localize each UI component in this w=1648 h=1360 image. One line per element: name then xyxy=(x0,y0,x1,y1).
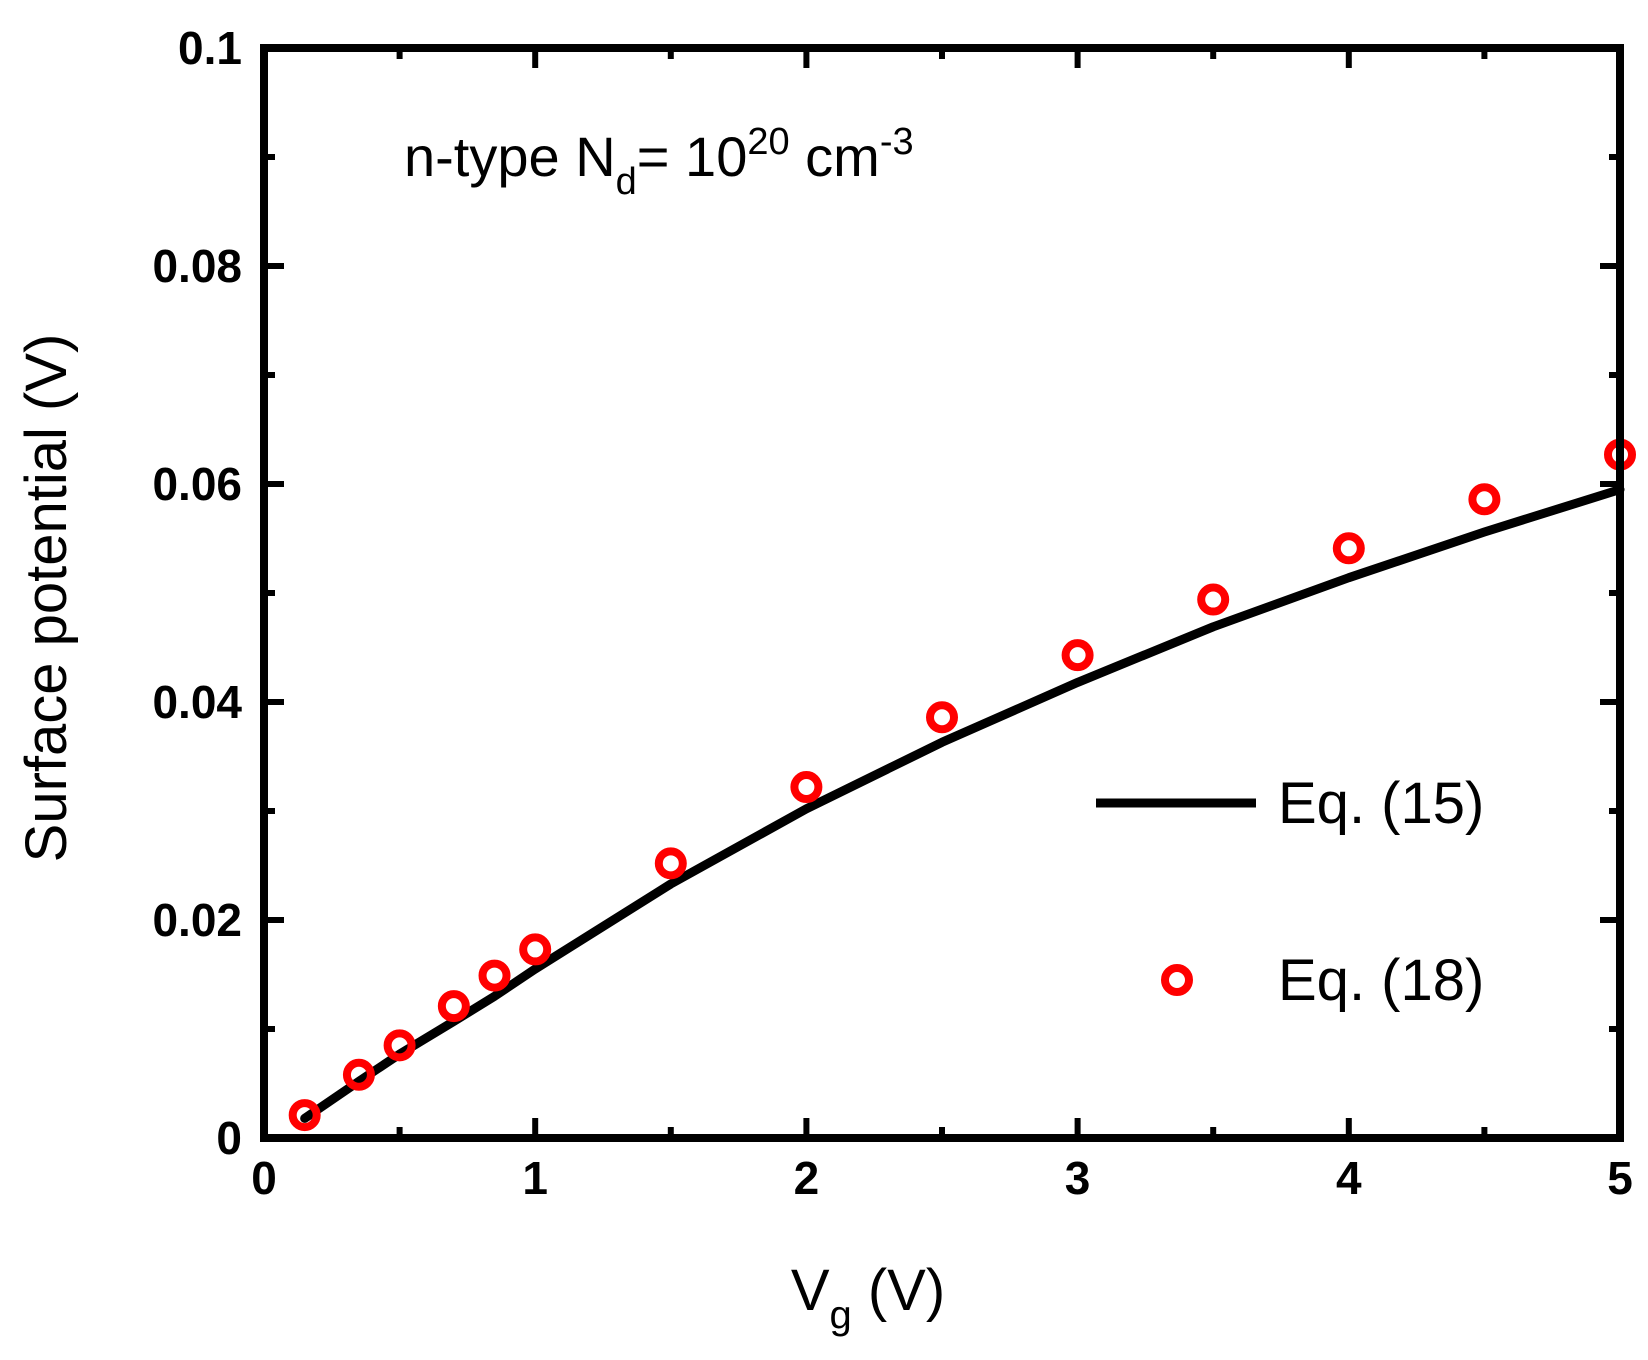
y-tick-label: 0.08 xyxy=(152,240,242,292)
plot-frame xyxy=(260,44,1624,1142)
data-point-eq18 xyxy=(478,959,511,992)
annotation-sub: d xyxy=(616,161,637,203)
x-tick-label: 3 xyxy=(1065,1152,1091,1204)
data-point-eq18 xyxy=(926,701,958,734)
legend-label-eq18: Eq. (18) xyxy=(1278,948,1484,1013)
annotation-sup2: -3 xyxy=(880,121,914,163)
x-tick-label: 0 xyxy=(251,1152,277,1204)
legend-marker-swatch xyxy=(1161,964,1193,996)
data-point-eq18 xyxy=(288,1099,321,1132)
x-axis-title-main: V xyxy=(791,1258,830,1323)
y-tick-label: 0.06 xyxy=(152,458,242,510)
tick-labels: 0 1 2 3 4 5 0 0.02 0.04 0.06 0.08 0.1 xyxy=(152,22,1632,1204)
data-point-eq18 xyxy=(790,771,823,804)
y-axis-title: Surface potential (V) xyxy=(14,334,79,863)
data-point-eq18 xyxy=(383,1029,416,1062)
data-point-eq18 xyxy=(654,847,687,880)
data-point-eq18 xyxy=(342,1058,375,1091)
annotation-prefix: n-type N xyxy=(404,125,616,188)
plot-series xyxy=(288,438,1636,1132)
data-point-eq18 xyxy=(519,933,552,966)
data-point-eq18 xyxy=(437,990,470,1023)
x-tick-label: 4 xyxy=(1336,1152,1362,1204)
data-point-eq18 xyxy=(1061,639,1094,672)
x-tick-label: 2 xyxy=(794,1152,820,1204)
data-point-eq18 xyxy=(1332,532,1365,565)
x-axis-title-sub: g xyxy=(830,1293,852,1337)
x-axis-title-unit: (V) xyxy=(852,1258,945,1323)
x-tick-label: 5 xyxy=(1607,1152,1633,1204)
legend: Eq. (15) Eq. (18) xyxy=(1096,771,1484,1013)
annotation-unit: cm xyxy=(790,125,880,188)
x-axis-title: Vg (V) xyxy=(791,1258,945,1337)
annotation-sup: 20 xyxy=(747,121,789,163)
y-tick-label: 0 xyxy=(216,1112,242,1164)
y-tick-label: 0.04 xyxy=(152,676,242,728)
annotation-mid: = 10 xyxy=(637,125,748,188)
data-point-eq18 xyxy=(1197,583,1230,616)
legend-label-eq15: Eq. (15) xyxy=(1278,771,1484,836)
doping-annotation: n-type Nd= 1020 cm-3 xyxy=(404,121,914,203)
y-tick-label: 0.02 xyxy=(152,894,242,946)
x-tick-label: 1 xyxy=(522,1152,548,1204)
y-tick-label: 0.1 xyxy=(178,22,242,74)
data-point-eq18 xyxy=(1468,483,1501,516)
